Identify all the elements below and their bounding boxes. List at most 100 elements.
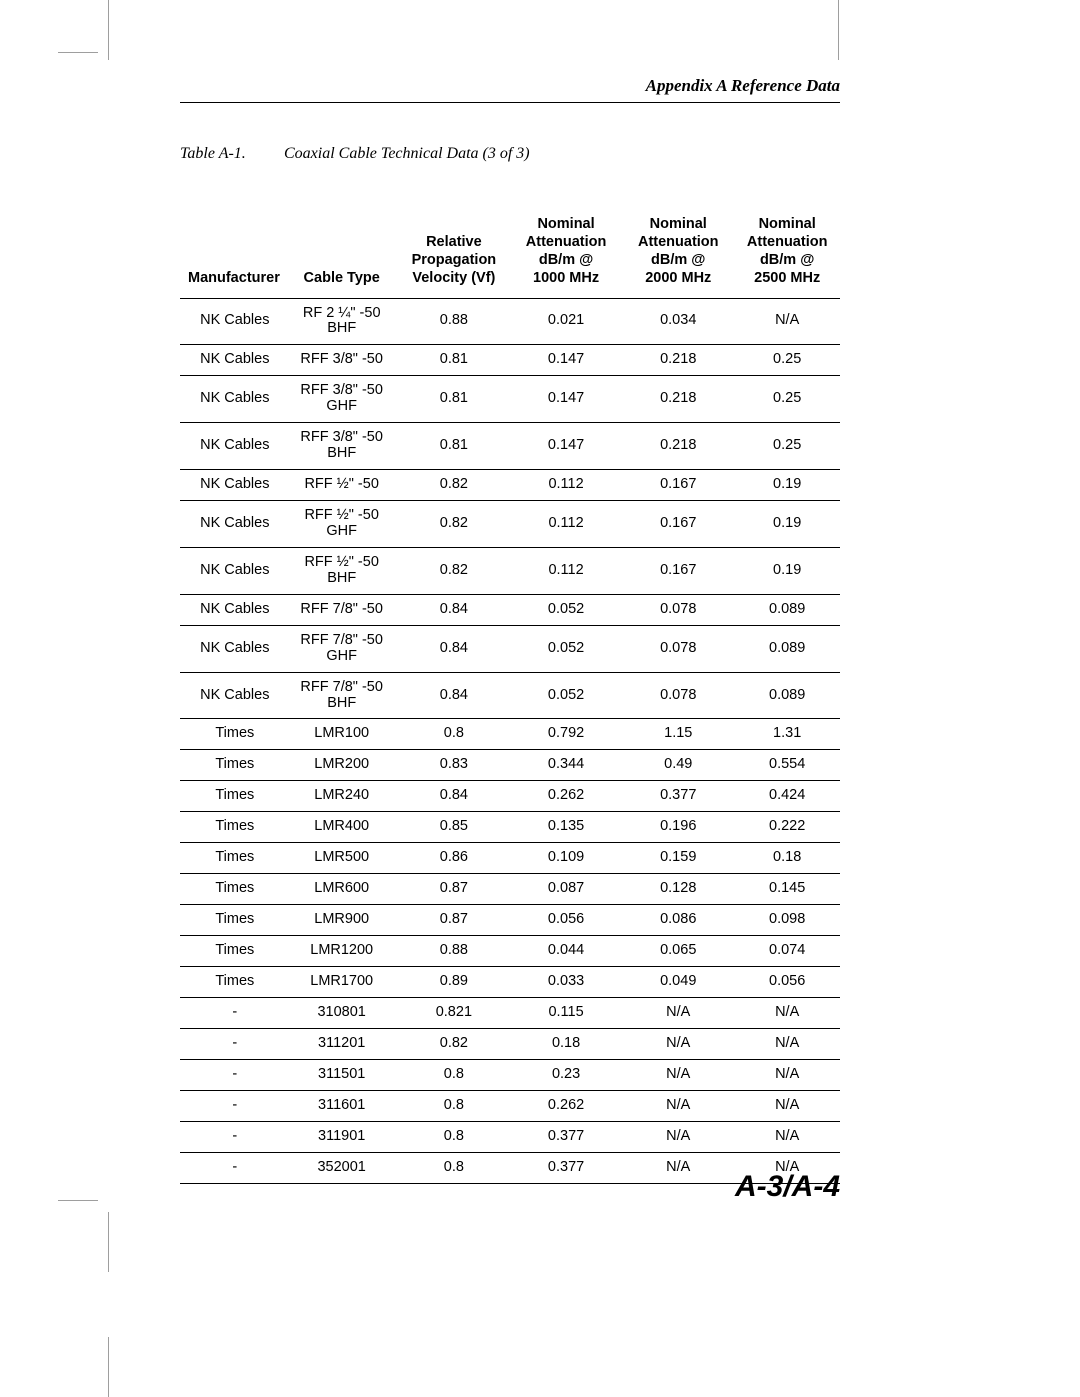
table-cell: LMR1200 bbox=[286, 936, 398, 967]
table-cell: N/A bbox=[734, 1059, 840, 1090]
table-cell: N/A bbox=[734, 1028, 840, 1059]
table-row: NK CablesRF 2 ¼" -50BHF0.880.0210.034N/A bbox=[180, 298, 840, 345]
table-cell: N/A bbox=[734, 298, 840, 345]
table-cell: Times bbox=[180, 719, 286, 750]
crop-mark bbox=[58, 52, 98, 53]
table-cell: 0.82 bbox=[398, 1028, 510, 1059]
table-cell: LMR600 bbox=[286, 874, 398, 905]
table-cell: RFF 7/8" -50 bbox=[286, 594, 398, 625]
table-row: NK CablesRFF ½" -500.820.1120.1670.19 bbox=[180, 470, 840, 501]
table-cell: 0.033 bbox=[510, 966, 622, 997]
col-header-manufacturer: Manufacturer bbox=[180, 209, 286, 298]
table-cell: LMR240 bbox=[286, 781, 398, 812]
crop-mark bbox=[108, 0, 109, 60]
table-cell: - bbox=[180, 1121, 286, 1152]
table-cell: 0.8 bbox=[398, 1152, 510, 1183]
table-cell: 311901 bbox=[286, 1121, 398, 1152]
table-row: TimesLMR6000.870.0870.1280.145 bbox=[180, 874, 840, 905]
table-cell: - bbox=[180, 1152, 286, 1183]
table-cell: N/A bbox=[622, 1152, 734, 1183]
table-cell: N/A bbox=[734, 1121, 840, 1152]
table-cell: 0.147 bbox=[510, 345, 622, 376]
table-cell: - bbox=[180, 1059, 286, 1090]
table-row: -3116010.80.262N/AN/A bbox=[180, 1090, 840, 1121]
table-cell: 0.88 bbox=[398, 298, 510, 345]
table-cell: 0.344 bbox=[510, 750, 622, 781]
table-cell: NK Cables bbox=[180, 470, 286, 501]
table-cell: 352001 bbox=[286, 1152, 398, 1183]
table-cell: RFF 7/8" -50GHF bbox=[286, 625, 398, 672]
table-cell: N/A bbox=[734, 1090, 840, 1121]
table-cell: 0.089 bbox=[734, 625, 840, 672]
table-cell: LMR1700 bbox=[286, 966, 398, 997]
table-cell: 0.052 bbox=[510, 594, 622, 625]
table-cell: 0.19 bbox=[734, 547, 840, 594]
table-row: -3119010.80.377N/AN/A bbox=[180, 1121, 840, 1152]
table-cell: N/A bbox=[622, 1121, 734, 1152]
table-cell: Times bbox=[180, 843, 286, 874]
table-cell: RFF ½" -50BHF bbox=[286, 547, 398, 594]
table-cell: 0.86 bbox=[398, 843, 510, 874]
table-cell: 0.81 bbox=[398, 376, 510, 423]
col-header-atten-1000: NominalAttenuationdB/m @1000 MHz bbox=[510, 209, 622, 298]
table-cell: RF 2 ¼" -50BHF bbox=[286, 298, 398, 345]
table-cell: 0.218 bbox=[622, 345, 734, 376]
table-cell: 0.089 bbox=[734, 594, 840, 625]
table-cell: RFF 3/8" -50 bbox=[286, 345, 398, 376]
table-cell: NK Cables bbox=[180, 345, 286, 376]
table-body: NK CablesRF 2 ¼" -50BHF0.880.0210.034N/A… bbox=[180, 298, 840, 1183]
crop-mark bbox=[838, 0, 839, 60]
table-row: -3115010.80.23N/AN/A bbox=[180, 1059, 840, 1090]
table-cell: RFF 3/8" -50GHF bbox=[286, 376, 398, 423]
running-head: Appendix A Reference Data bbox=[180, 76, 840, 103]
table-cell: 0.044 bbox=[510, 936, 622, 967]
table-row: TimesLMR17000.890.0330.0490.056 bbox=[180, 966, 840, 997]
table-cell: Times bbox=[180, 750, 286, 781]
table-cell: 0.056 bbox=[734, 966, 840, 997]
table-cell: 311501 bbox=[286, 1059, 398, 1090]
table-cell: RFF ½" -50 bbox=[286, 470, 398, 501]
table-cell: NK Cables bbox=[180, 594, 286, 625]
caption-title: Coaxial Cable Technical Data (3 of 3) bbox=[284, 145, 530, 162]
table-cell: 310801 bbox=[286, 997, 398, 1028]
table-cell: 311601 bbox=[286, 1090, 398, 1121]
table-cell: LMR100 bbox=[286, 719, 398, 750]
table-cell: 0.115 bbox=[510, 997, 622, 1028]
table-cell: - bbox=[180, 997, 286, 1028]
table-row: NK CablesRFF ½" -50BHF0.820.1120.1670.19 bbox=[180, 547, 840, 594]
table-cell: 0.112 bbox=[510, 547, 622, 594]
table-cell: N/A bbox=[734, 997, 840, 1028]
table-row: TimesLMR2400.840.2620.3770.424 bbox=[180, 781, 840, 812]
col-header-atten-2500: NominalAttenuationdB/m @2500 MHz bbox=[734, 209, 840, 298]
table-row: NK CablesRFF 3/8" -50GHF0.810.1470.2180.… bbox=[180, 376, 840, 423]
table-cell: 0.034 bbox=[622, 298, 734, 345]
table-cell: 0.222 bbox=[734, 812, 840, 843]
table-cell: 0.021 bbox=[510, 298, 622, 345]
table-cell: 0.086 bbox=[622, 905, 734, 936]
crop-mark bbox=[58, 1200, 98, 1201]
table-cell: 0.196 bbox=[622, 812, 734, 843]
table-cell: 0.84 bbox=[398, 625, 510, 672]
table-cell: 0.109 bbox=[510, 843, 622, 874]
table-cell: NK Cables bbox=[180, 625, 286, 672]
table-cell: Times bbox=[180, 936, 286, 967]
table-cell: 0.377 bbox=[510, 1152, 622, 1183]
table-row: -3112010.820.18N/AN/A bbox=[180, 1028, 840, 1059]
table-cell: LMR900 bbox=[286, 905, 398, 936]
table-cell: 0.145 bbox=[734, 874, 840, 905]
table-cell: 0.167 bbox=[622, 501, 734, 548]
table-cell: 0.554 bbox=[734, 750, 840, 781]
table-cell: 0.82 bbox=[398, 501, 510, 548]
table-cell: - bbox=[180, 1028, 286, 1059]
table-cell: 0.25 bbox=[734, 376, 840, 423]
col-header-cable-type: Cable Type bbox=[286, 209, 398, 298]
table-cell: - bbox=[180, 1090, 286, 1121]
table-row: TimesLMR5000.860.1090.1590.18 bbox=[180, 843, 840, 874]
table-cell: RFF 3/8" -50BHF bbox=[286, 423, 398, 470]
table-cell: 0.098 bbox=[734, 905, 840, 936]
table-cell: 0.167 bbox=[622, 470, 734, 501]
table-cell: RFF ½" -50GHF bbox=[286, 501, 398, 548]
table-cell: NK Cables bbox=[180, 501, 286, 548]
table-cell: NK Cables bbox=[180, 423, 286, 470]
table-cell: 0.84 bbox=[398, 672, 510, 719]
